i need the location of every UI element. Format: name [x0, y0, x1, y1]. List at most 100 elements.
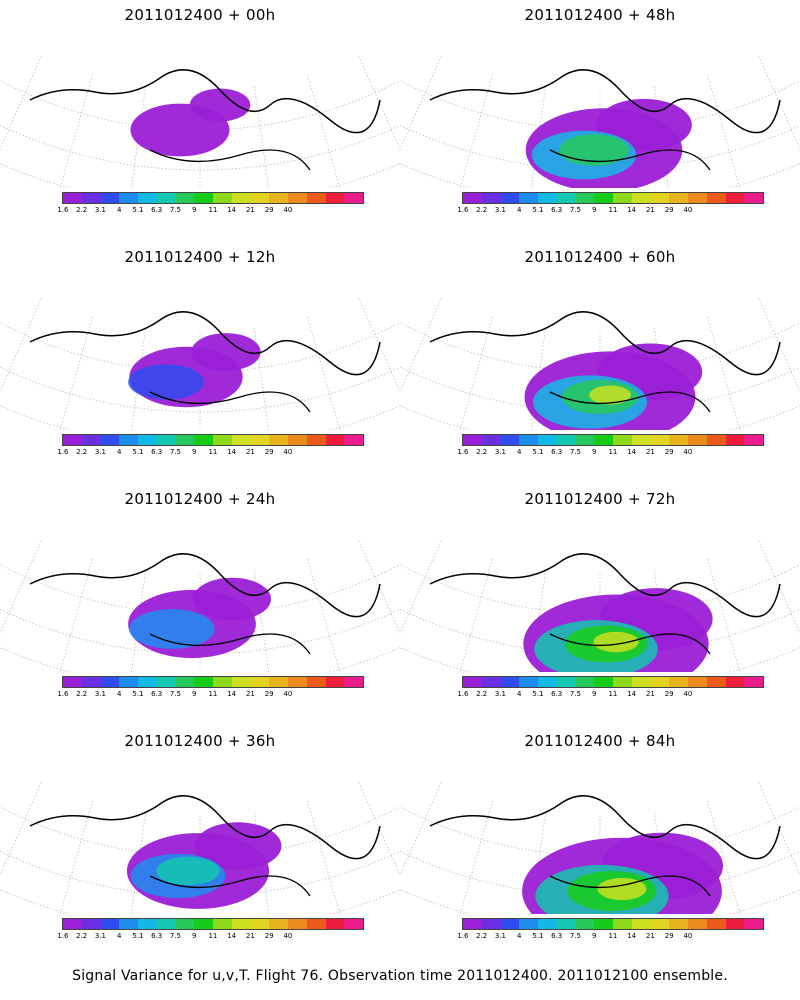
- colorbar-swatch: [538, 435, 557, 445]
- colorbar-tick-label: 7.5: [569, 206, 582, 214]
- colorbar-tick-label: 2.2: [76, 932, 88, 940]
- colorbar-swatch: [725, 677, 745, 687]
- colorbar-swatch: [519, 193, 538, 203]
- colorbar-tick-label: 14: [227, 448, 237, 456]
- colorbar-tick-label: 9: [591, 448, 597, 456]
- map-panel: 2011012400 + 60h 1.6 2.2 3.1 4 5.1 6.3 7.5 9 11 14…: [400, 242, 800, 488]
- panel-title: 2011012400 + 00h: [124, 6, 276, 24]
- colorbar-swatch: [306, 677, 326, 687]
- colorbar-tick-label: 5.1: [132, 206, 144, 214]
- colorbar-swatch: [463, 919, 482, 929]
- colorbar-tick-label: 5.1: [532, 448, 544, 456]
- colorbar-tick-label: 7.5: [569, 448, 582, 456]
- variance-field: [128, 577, 272, 659]
- map-panel: 2011012400 + 48h 1.6 2.2 3.1 4 5.1 6.3 7.5 9 11 14…: [400, 0, 800, 246]
- colorbar: [462, 676, 764, 688]
- colorbar-tick-label: 40: [683, 690, 693, 698]
- colorbar-tick-label: 9: [191, 690, 197, 698]
- panel-title: 2011012400 + 36h: [124, 732, 276, 750]
- colorbar-tick-label: 40: [283, 932, 293, 940]
- colorbar-tick-label: 2.2: [76, 448, 88, 456]
- forecast-map: [400, 782, 800, 914]
- colorbar: [462, 918, 764, 930]
- colorbar-tick-label: 5.1: [132, 448, 144, 456]
- panel-title: 2011012400 + 60h: [524, 248, 676, 266]
- colorbar-tick-label: 40: [283, 448, 293, 456]
- colorbar-swatch: [175, 919, 195, 929]
- colorbar-swatch: [500, 435, 520, 445]
- colorbar-swatch: [650, 677, 670, 687]
- colorbar-swatch: [688, 435, 707, 445]
- colorbar-swatch: [669, 677, 688, 687]
- colorbar-swatch: [706, 677, 726, 687]
- colorbar-swatch: [81, 193, 101, 203]
- colorbar-swatch: [594, 677, 613, 687]
- colorbar-swatch: [288, 677, 307, 687]
- colorbar-tick-label: 7.5: [169, 932, 182, 940]
- map-panel: 2011012400 + 12h 1.6 2.2 3.1 4 5.1 6.3 7.5 9 11 14…: [0, 242, 400, 488]
- colorbar-ticks: 1.6 2.2 3.1 4 5.1 6.3 7.5 9 11 14 21 29 40: [57, 690, 362, 700]
- colorbar-tick-label: 6.3: [551, 932, 563, 940]
- forecast-map: [0, 540, 400, 672]
- colorbar-swatch: [250, 919, 270, 929]
- colorbar-ticks: 1.6 2.2 3.1 4 5.1 6.3 7.5 9 11 14 21 29 40: [457, 206, 762, 216]
- colorbar-swatch: [325, 435, 345, 445]
- colorbar-swatch: [250, 435, 270, 445]
- colorbar-swatch: [481, 435, 501, 445]
- colorbar-swatch: [306, 435, 326, 445]
- forecast-map: [0, 298, 400, 430]
- colorbar-swatch: [325, 193, 345, 203]
- colorbar-swatch: [556, 435, 576, 445]
- colorbar-swatch: [325, 677, 345, 687]
- colorbar-tick-label: 2.2: [476, 206, 488, 214]
- colorbar-swatch: [156, 919, 176, 929]
- colorbar-swatch: [575, 919, 595, 929]
- colorbar-tick-label: 9: [591, 206, 597, 214]
- panel-title: 2011012400 + 84h: [524, 732, 676, 750]
- colorbar-tick-label: 11: [608, 932, 618, 940]
- variance-field: [525, 98, 692, 188]
- colorbar-swatch: [81, 919, 101, 929]
- panel-title: 2011012400 + 12h: [124, 248, 276, 266]
- colorbar-swatch: [100, 919, 120, 929]
- colorbar-tick-label: 6.3: [551, 206, 563, 214]
- colorbar-tick-label: 6.3: [151, 206, 163, 214]
- colorbar-swatch: [269, 919, 288, 929]
- colorbar-tick-label: 7.5: [169, 690, 182, 698]
- colorbar-swatch: [538, 677, 557, 687]
- colorbar-swatch: [194, 677, 213, 687]
- colorbar-tick-label: 4: [516, 206, 522, 214]
- colorbar-swatch: [213, 193, 232, 203]
- colorbar-swatch: [81, 435, 101, 445]
- figure-caption: Signal Variance for u,v,T. Flight 76. Ob…: [72, 968, 728, 984]
- colorbar-swatch: [519, 919, 538, 929]
- colorbar-tick-label: 1.6: [57, 448, 69, 456]
- colorbar-swatch: [156, 193, 176, 203]
- map-panel: 2011012400 + 36h 1.6 2.2 3.1 4 5.1 6.3 7.5 9 11 14…: [0, 726, 400, 972]
- colorbar-swatch: [725, 919, 745, 929]
- colorbar-swatch: [213, 919, 232, 929]
- colorbar-swatch: [744, 193, 763, 203]
- colorbar-swatch: [63, 435, 82, 445]
- variance-field: [522, 832, 724, 914]
- colorbar-tick-label: 6.3: [551, 690, 563, 698]
- colorbar-tick-label: 29: [264, 690, 274, 698]
- colorbar-tick-label: 29: [664, 206, 674, 214]
- colorbar-swatch: [669, 919, 688, 929]
- colorbar-tick-label: 9: [191, 448, 197, 456]
- colorbar-swatch: [631, 919, 651, 929]
- colorbar-swatch: [556, 677, 576, 687]
- colorbar-tick-label: 5.1: [532, 206, 544, 214]
- colorbar-tick-label: 3.1: [94, 690, 107, 698]
- colorbar-swatch: [706, 919, 726, 929]
- colorbar-tick-label: 2.2: [76, 206, 88, 214]
- colorbar-tick-label: 4: [116, 206, 122, 214]
- colorbar-ticks: 1.6 2.2 3.1 4 5.1 6.3 7.5 9 11 14 21 29 40: [57, 932, 362, 942]
- forecast-map: [400, 56, 800, 188]
- colorbar-ticks: 1.6 2.2 3.1 4 5.1 6.3 7.5 9 11 14 21 29 40: [57, 448, 362, 458]
- colorbar-tick-label: 3.1: [494, 932, 507, 940]
- colorbar-swatch: [744, 677, 763, 687]
- colorbar-swatch: [706, 193, 726, 203]
- colorbar-tick-label: 3.1: [94, 932, 107, 940]
- colorbar-tick-label: 5.1: [532, 932, 544, 940]
